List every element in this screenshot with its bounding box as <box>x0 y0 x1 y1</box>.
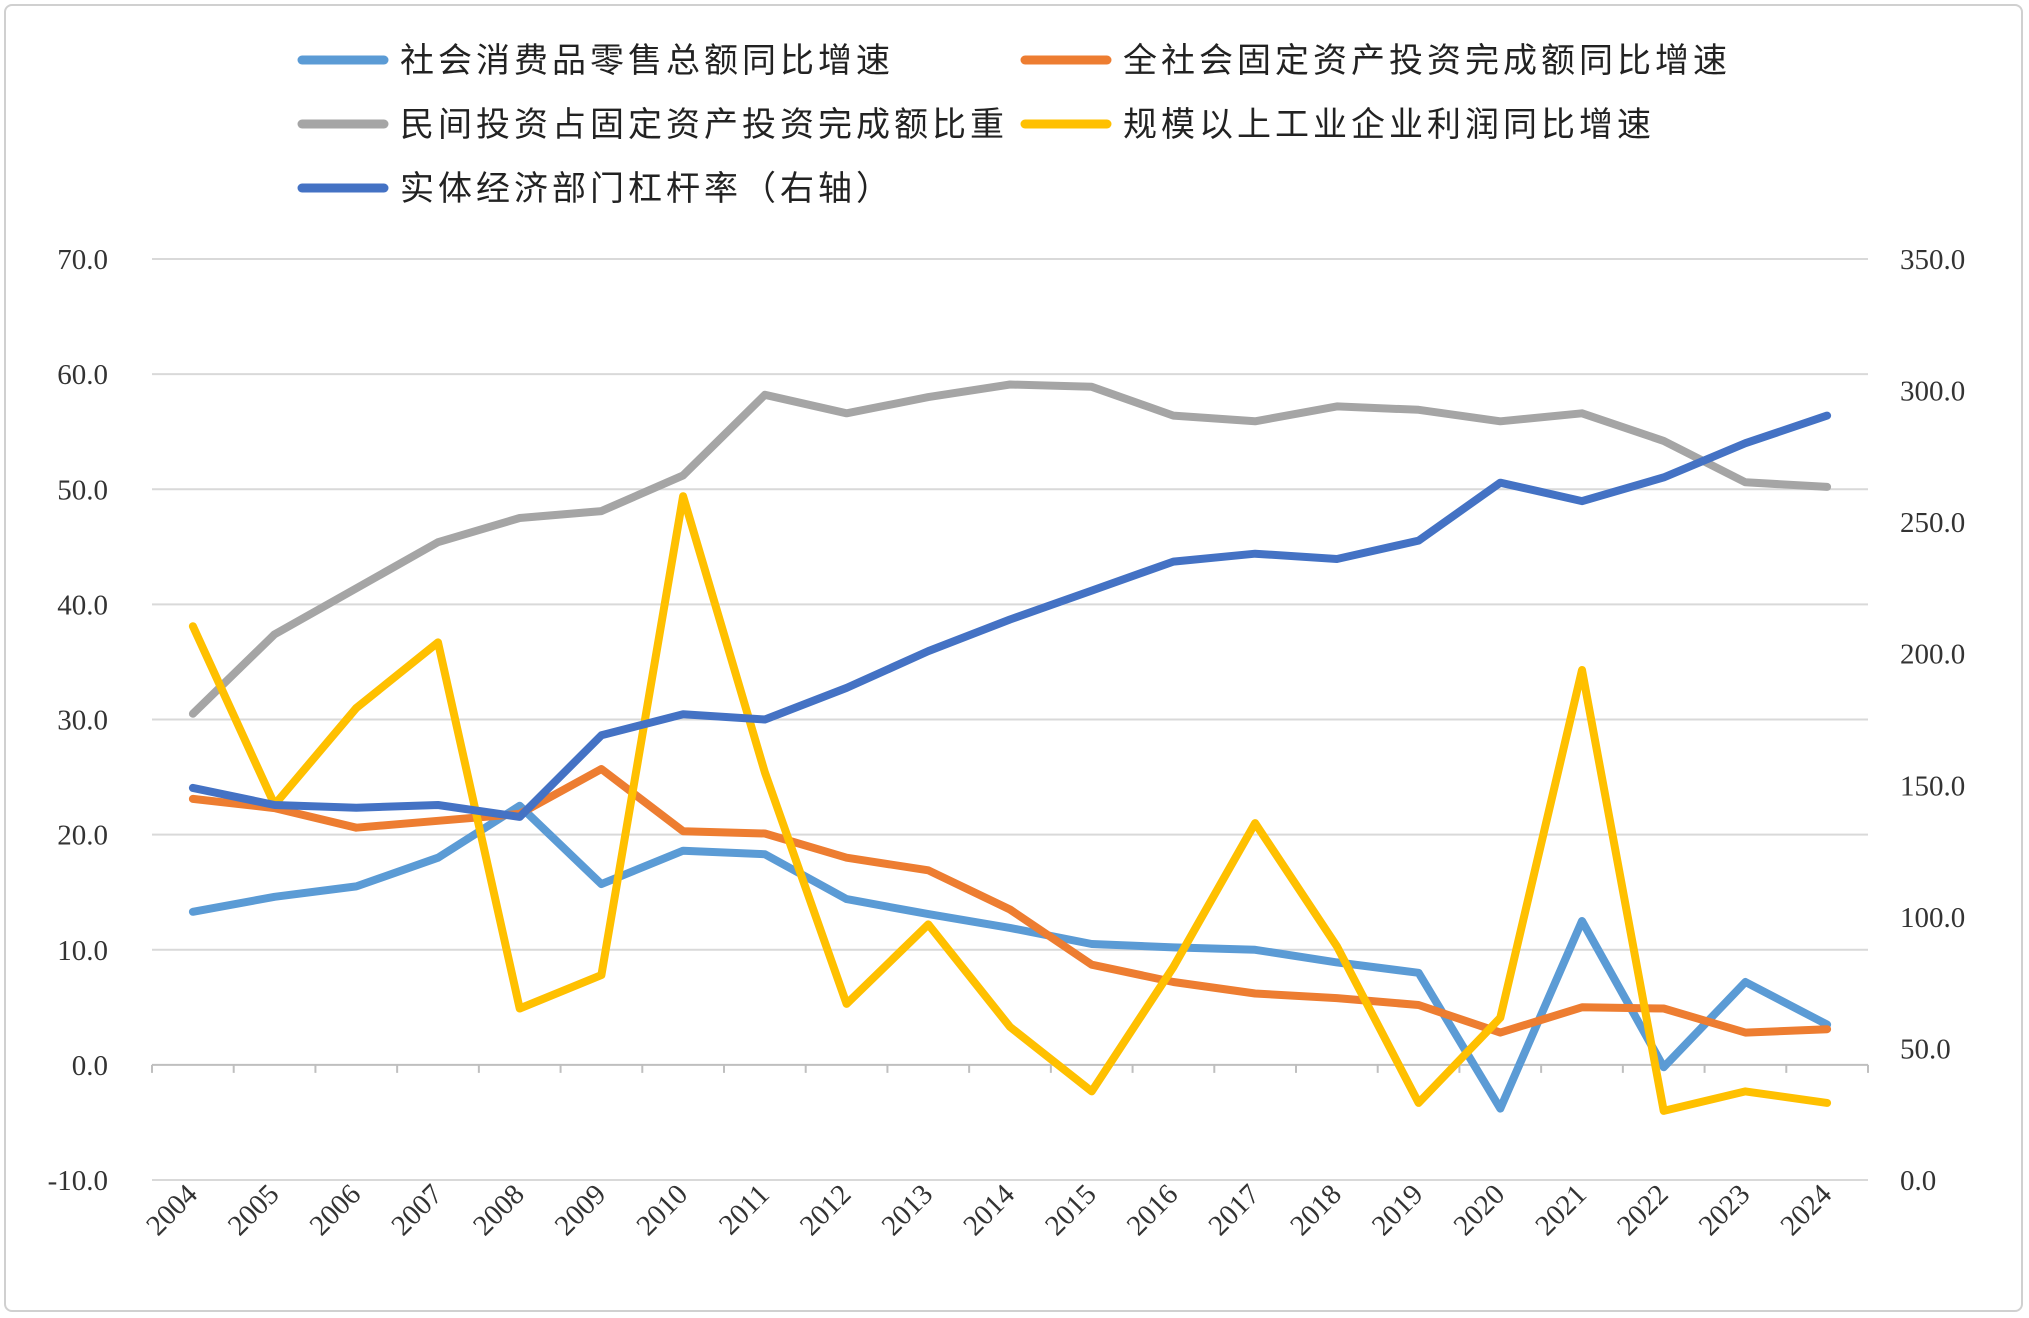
x-tick-label: 2007 <box>385 1178 449 1242</box>
right-tick-label: 200.0 <box>1900 639 1965 671</box>
x-tick-label: 2013 <box>876 1178 940 1242</box>
x-tick-label: 2012 <box>794 1178 858 1242</box>
x-tick-label: 2010 <box>630 1178 694 1242</box>
series-line-1 <box>188 801 1832 1113</box>
x-tick-label: 2008 <box>467 1178 531 1242</box>
left-tick-label: 20.0 <box>57 820 108 852</box>
x-tick-label: 2005 <box>222 1178 286 1242</box>
x-tick-label: 2021 <box>1529 1178 1593 1242</box>
left-tick-label: 0.0 <box>72 1050 108 1082</box>
x-tick-label: 2016 <box>1121 1178 1185 1242</box>
gridlines <box>152 258 1868 1181</box>
series-line-3 <box>188 380 1832 718</box>
left-tick-label: 60.0 <box>57 359 108 391</box>
x-tick-label: 2014 <box>957 1178 1021 1242</box>
legend-label: 全社会固定资产投资完成额同比增速 <box>1123 41 1731 81</box>
series-lines <box>188 380 1832 1115</box>
x-tick-label: 2024 <box>1774 1178 1838 1242</box>
x-tick-label: 2019 <box>1366 1178 1430 1242</box>
x-tick-label: 2017 <box>1202 1178 1266 1242</box>
x-tick-label: 2011 <box>713 1178 776 1241</box>
right-axis-ticks: 0.0 50.0 100.0 150.0 200.0 250.0 300.0 350.0 <box>1900 244 1965 1197</box>
x-tick-label: 2022 <box>1611 1178 1675 1242</box>
chart-frame <box>4 4 2023 1312</box>
x-tick-label: 2009 <box>549 1178 613 1242</box>
left-tick-label: 10.0 <box>57 935 108 967</box>
x-tick-label: 2015 <box>1039 1178 1103 1242</box>
legend-label: 社会消费品零售总额同比增速 <box>400 41 894 81</box>
left-tick-label: 70.0 <box>57 244 108 276</box>
right-tick-label: 50.0 <box>1900 1033 1951 1065</box>
left-tick-label: -10.0 <box>48 1165 108 1197</box>
left-tick-label: 50.0 <box>57 474 108 506</box>
legend-label: 规模以上工业企业利润同比增速 <box>1123 105 1655 145</box>
x-axis-ticks: 2004 2005 2006 2007 2008 2009 2010 2011 2012 2013… <box>140 1178 1838 1242</box>
series-line-2 <box>188 765 1832 1037</box>
axes <box>151 1063 1869 1073</box>
left-axis-ticks: -10.0 0.0 10.0 20.0 30.0 40.0 50.0 60.0 70.0 <box>48 244 108 1197</box>
x-tick-label: 2018 <box>1284 1178 1348 1242</box>
legend-label: 民间投资占固定资产投资完成额比重 <box>400 105 1008 145</box>
x-tick-label: 2023 <box>1693 1178 1757 1242</box>
left-tick-label: 40.0 <box>57 589 108 621</box>
x-tick-label: 2020 <box>1448 1178 1512 1242</box>
x-tick-label: 2004 <box>140 1178 204 1242</box>
left-tick-label: 30.0 <box>57 705 108 737</box>
right-tick-label: 100.0 <box>1900 902 1965 934</box>
right-tick-label: 0.0 <box>1900 1165 1936 1197</box>
legend: 社会消费品零售总额同比增速 全社会固定资产投资完成额同比增速民间投资占固定资产投资… <box>297 41 1731 209</box>
legend-label: 实体经济部门杠杆率（右轴） <box>400 169 894 209</box>
right-tick-label: 350.0 <box>1900 244 1965 276</box>
x-tick-label: 2006 <box>304 1178 368 1242</box>
right-tick-label: 300.0 <box>1900 376 1965 408</box>
right-tick-label: 150.0 <box>1900 770 1965 802</box>
series-line-4 <box>188 492 1832 1115</box>
right-tick-label: 250.0 <box>1900 507 1965 539</box>
series-line-5 <box>188 411 1832 821</box>
